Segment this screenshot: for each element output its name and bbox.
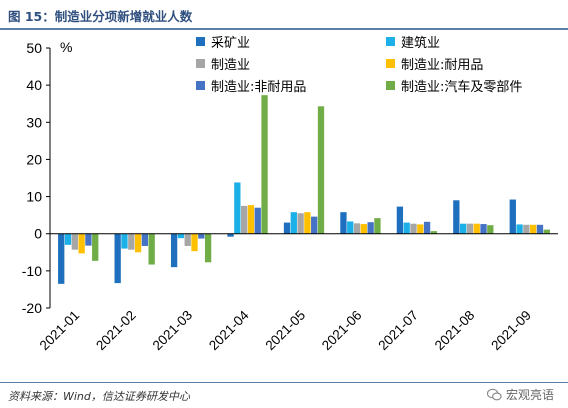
bar-2021-01-s4 (85, 233, 92, 246)
bar-2021-06-s2 (353, 223, 361, 234)
bar-2021-05-s1 (290, 212, 297, 234)
bar-2021-03-s1 (177, 233, 185, 239)
bar-2021-07-s0 (396, 206, 404, 234)
x-tick-label: 2021-08 (432, 308, 478, 354)
bar-2021-06-s1 (347, 221, 354, 234)
x-tick-label: 2021-02 (93, 308, 139, 354)
x-tick-label: 2021-05 (262, 308, 308, 354)
bar-2021-07-s5 (430, 231, 438, 234)
bar-2021-02-s3 (134, 233, 142, 253)
bar-2021-09-s2 (523, 224, 530, 234)
bar-2021-01-s0 (58, 233, 65, 284)
bar-2021-08-s4 (480, 224, 487, 234)
bar-2021-07-s2 (410, 223, 417, 234)
x-tick-label: 2021-01 (37, 308, 83, 354)
bar-2021-07-s1 (403, 222, 410, 234)
bar-2021-08-s2 (466, 223, 474, 234)
watermark: 宏观亮语 (486, 386, 554, 403)
bar-2021-05-s0 (283, 222, 291, 234)
wechat-icon (486, 388, 502, 401)
y-tick-label: 40 (26, 77, 42, 93)
y-axis-unit: % (60, 39, 72, 55)
bar-2021-09-s1 (516, 224, 523, 234)
y-tick-label: 50 (26, 40, 42, 56)
bar-2021-09-s5 (543, 229, 550, 234)
bar-2021-02-s2 (128, 233, 135, 250)
bar-2021-09-s0 (509, 199, 516, 234)
y-tick-label: -10 (22, 263, 42, 279)
bar-2021-06-s3 (360, 224, 367, 234)
legend-swatch (196, 37, 205, 46)
bar-2021-05-s5 (317, 106, 325, 234)
bar-2021-01-s5 (92, 233, 99, 261)
legend-swatch (386, 37, 395, 46)
bar-2021-02-s1 (121, 233, 128, 249)
legend-label: 制造业:耐用品 (401, 58, 483, 73)
bar-2021-08-s1 (459, 223, 467, 234)
bar-2021-04-s5 (261, 95, 268, 234)
figure-title-bar: 图 15：制造业分项新增就业人数 (0, 0, 568, 30)
y-tick-label: 0 (34, 226, 42, 242)
bar-2021-04-s3 (247, 205, 255, 234)
x-tick-label: 2021-06 (319, 308, 365, 354)
y-tick-label: 20 (26, 151, 42, 167)
legend-swatch (386, 59, 395, 68)
legend-label: 采矿业 (211, 36, 250, 51)
source-bar: 资料来源：Wind，信达证券研发中心 宏观亮语 (0, 382, 568, 408)
bar-2021-02-s0 (114, 233, 121, 284)
legend-swatch (386, 81, 395, 90)
bar-2021-04-s1 (234, 182, 241, 234)
bar-2021-01-s2 (71, 233, 78, 250)
bar-2021-07-s3 (417, 224, 424, 234)
bar-2021-02-s5 (148, 233, 155, 265)
x-tick-label: 2021-09 (488, 308, 534, 354)
bar-2021-06-s4 (367, 222, 374, 234)
y-tick-label: -20 (22, 300, 42, 316)
bar-2021-03-s4 (198, 233, 205, 239)
bar-2021-09-s3 (530, 224, 537, 234)
bar-2021-03-s0 (170, 233, 178, 268)
y-tick-label: 10 (26, 189, 42, 205)
bar-2021-02-s4 (141, 233, 149, 246)
bar-2021-04-s4 (254, 207, 261, 234)
figure-title: 图 15：制造业分项新增就业人数 (8, 9, 193, 24)
legend-label: 制造业:汽车及零部件 (401, 79, 522, 95)
bar-2021-03-s2 (184, 233, 191, 246)
bar-2021-05-s2 (297, 213, 304, 234)
legend-swatch (196, 81, 205, 90)
bar-2021-08-s0 (453, 200, 460, 234)
bar-2021-01-s1 (64, 233, 72, 245)
bar-2021-09-s4 (536, 224, 544, 234)
x-tick-label: 2021-03 (150, 308, 196, 354)
bar-2021-07-s4 (423, 221, 431, 234)
bar-2021-01-s3 (78, 233, 85, 254)
bar-2021-06-s5 (374, 218, 381, 234)
bar-2021-08-s3 (473, 223, 480, 234)
bar-2021-05-s3 (304, 212, 311, 234)
watermark-text: 宏观亮语 (505, 388, 554, 402)
y-tick-label: 30 (26, 114, 42, 130)
bar-2021-03-s3 (191, 233, 198, 252)
bar-2021-05-s4 (311, 216, 318, 234)
x-tick-label: 2021-07 (375, 308, 421, 354)
legend-label: 建筑业 (401, 35, 440, 51)
legend-label: 制造业 (211, 58, 250, 73)
bar-2021-04-s0 (227, 233, 234, 237)
source-note: 资料来源：Wind，信达证券研发中心 (8, 390, 190, 403)
legend-swatch (196, 59, 205, 68)
x-tick-label: 2021-04 (206, 307, 252, 353)
bar-2021-04-s2 (241, 205, 248, 234)
bar-2021-06-s0 (340, 212, 347, 234)
legend-label: 制造业:非耐用品 (211, 80, 306, 95)
bar-2021-08-s5 (487, 225, 494, 234)
bar-2021-03-s5 (204, 233, 212, 263)
